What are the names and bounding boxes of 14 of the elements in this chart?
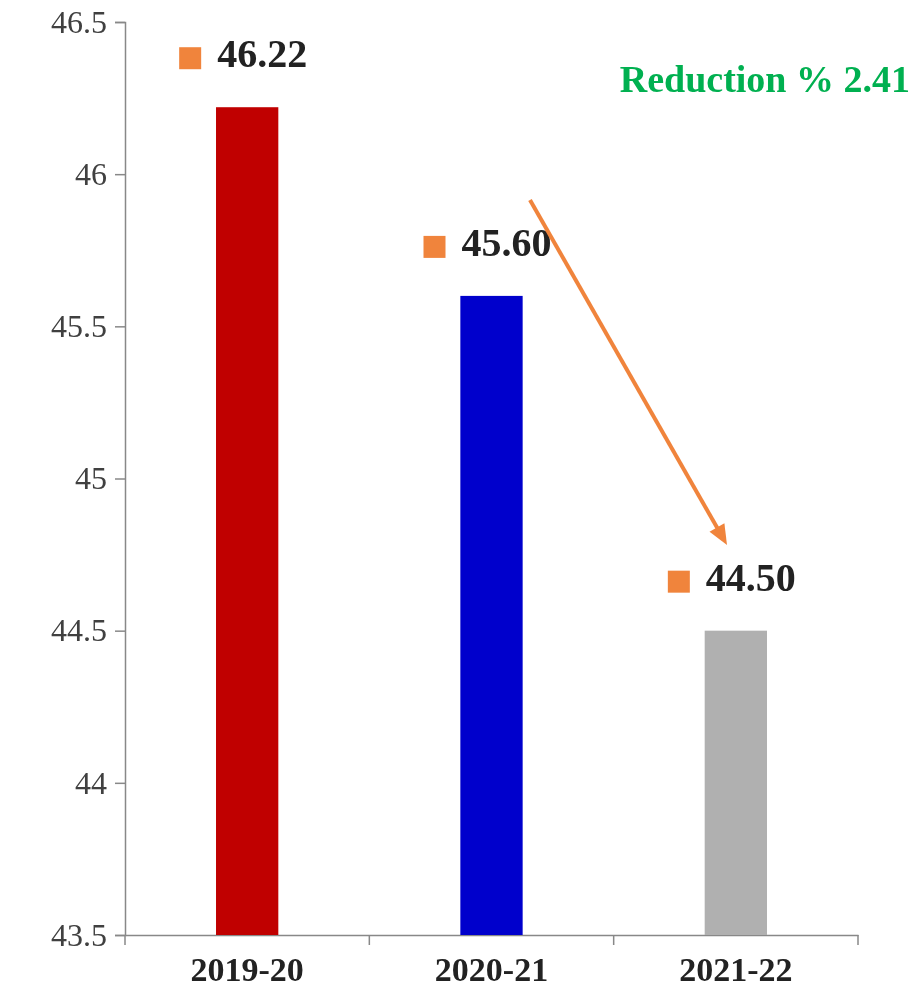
x-tick-label: 2021-22 [679, 951, 793, 989]
data-label: 46.22 [217, 31, 308, 77]
y-tick-label: 45 [75, 460, 107, 497]
annotation: Reduction % 2.41 [619, 58, 910, 100]
x-tick-label: 2019-20 [190, 951, 304, 989]
data-label: 44.50 [705, 554, 796, 600]
y-tick-label: 44.5 [51, 612, 107, 649]
y-tick-label: 46 [75, 155, 107, 192]
y-tick-label: 43.5 [51, 916, 107, 953]
y-tick-label: 46.5 [51, 3, 107, 40]
y-tick-label: 44 [75, 764, 107, 801]
data-label: 45.60 [461, 219, 552, 265]
x-tick-label: 2020-21 [434, 951, 549, 989]
y-tick-label: 45.5 [51, 308, 107, 345]
